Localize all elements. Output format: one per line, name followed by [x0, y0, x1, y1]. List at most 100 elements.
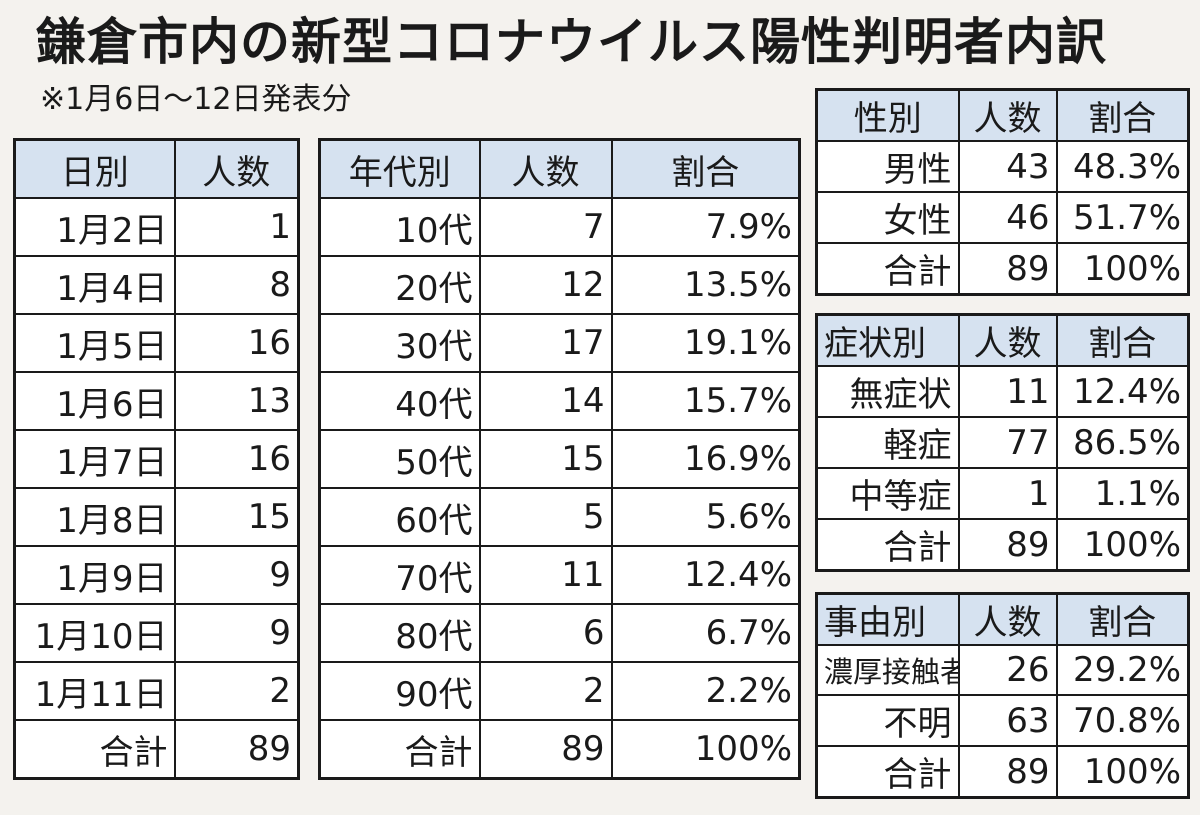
table-by-age: 年代別 人数 割合 10代 7 7.9% 20代 12 13.5% 30代 17 19.1%… — [318, 138, 801, 780]
column-header: 性別 — [815, 88, 960, 142]
ratio-cell: 6.7% — [610, 603, 801, 663]
table-by-date: 日別 人数 1月2日 1 1月4日 8 1月5日 16 1月6日 13 1月7日 16 1… — [13, 138, 300, 780]
date-cell: 1月8日 — [13, 487, 176, 547]
total-row: 合計 89 100% — [318, 719, 801, 780]
table-row: 10代 7 7.9% — [318, 197, 801, 257]
count-cell: 16 — [173, 313, 300, 373]
table-row: 女性 46 51.7% — [815, 191, 1190, 244]
total-label: 合計 — [13, 719, 176, 780]
table-row: 1月7日 16 — [13, 429, 300, 489]
ratio-cell: 5.6% — [610, 487, 801, 547]
count-cell: 43 — [957, 140, 1058, 193]
count-cell: 2 — [173, 661, 300, 721]
table-by-reason: 事由別 人数 割合 濃厚接触者 26 29.2% 不明 63 70.8% 合計 89 100… — [815, 592, 1190, 799]
count-cell: 9 — [173, 603, 300, 663]
ratio-cell: 19.1% — [610, 313, 801, 373]
total-ratio: 100% — [1055, 745, 1190, 799]
age-cell: 60代 — [318, 487, 481, 547]
table-row: 男性 43 48.3% — [815, 140, 1190, 193]
age-cell: 10代 — [318, 197, 481, 257]
ratio-cell: 29.2% — [1055, 644, 1190, 696]
table-row: 1月5日 16 — [13, 313, 300, 373]
ratio-cell: 12.4% — [1055, 365, 1190, 418]
ratio-cell: 48.3% — [1055, 140, 1190, 193]
table-header-row: 事由別 人数 割合 — [815, 592, 1190, 646]
column-header: 事由別 — [815, 592, 960, 646]
total-row: 合計 89 100% — [815, 242, 1190, 296]
date-cell: 1月4日 — [13, 255, 176, 315]
age-cell: 30代 — [318, 313, 481, 373]
table-header-row: 日別 人数 — [13, 138, 300, 199]
count-cell: 14 — [478, 371, 613, 431]
column-header: 割合 — [1055, 313, 1190, 367]
count-cell: 15 — [173, 487, 300, 547]
count-cell: 5 — [478, 487, 613, 547]
total-row: 合計 89 — [13, 719, 300, 780]
count-cell: 13 — [173, 371, 300, 431]
count-cell: 17 — [478, 313, 613, 373]
count-cell: 12 — [478, 255, 613, 315]
ratio-cell: 13.5% — [610, 255, 801, 315]
ratio-cell: 70.8% — [1055, 694, 1190, 747]
table-header-row: 性別 人数 割合 — [815, 88, 1190, 142]
table-row: 60代 5 5.6% — [318, 487, 801, 547]
total-label: 合計 — [815, 518, 960, 572]
table-row: 軽症 77 86.5% — [815, 416, 1190, 469]
date-cell: 1月7日 — [13, 429, 176, 489]
table-row: 不明 63 70.8% — [815, 694, 1190, 747]
sex-cell: 女性 — [815, 191, 960, 244]
count-cell: 2 — [478, 661, 613, 721]
table-by-sex: 性別 人数 割合 男性 43 48.3% 女性 46 51.7% 合計 89 100% — [815, 88, 1190, 296]
table-header-row: 年代別 人数 割合 — [318, 138, 801, 199]
table-row: 中等症 1 1.1% — [815, 467, 1190, 520]
age-cell: 80代 — [318, 603, 481, 663]
age-cell: 50代 — [318, 429, 481, 489]
total-count: 89 — [173, 719, 300, 780]
total-ratio: 100% — [1055, 518, 1190, 572]
date-cell: 1月9日 — [13, 545, 176, 605]
count-cell: 11 — [957, 365, 1058, 418]
ratio-cell: 12.4% — [610, 545, 801, 605]
symptom-cell: 軽症 — [815, 416, 960, 469]
column-header: 割合 — [1055, 592, 1190, 646]
column-header: 人数 — [173, 138, 300, 199]
total-label: 合計 — [815, 745, 960, 799]
table-row: 30代 17 19.1% — [318, 313, 801, 373]
age-cell: 20代 — [318, 255, 481, 315]
count-cell: 11 — [478, 545, 613, 605]
table-row: 1月10日 9 — [13, 603, 300, 663]
total-count: 89 — [478, 719, 613, 780]
column-header: 人数 — [957, 88, 1058, 142]
ratio-cell: 15.7% — [610, 371, 801, 431]
age-cell: 90代 — [318, 661, 481, 721]
ratio-cell: 51.7% — [1055, 191, 1190, 244]
date-cell: 1月10日 — [13, 603, 176, 663]
ratio-cell: 2.2% — [610, 661, 801, 721]
ratio-cell: 7.9% — [610, 197, 801, 257]
count-cell: 77 — [957, 416, 1058, 469]
date-cell: 1月5日 — [13, 313, 176, 373]
table-row: 50代 15 16.9% — [318, 429, 801, 489]
column-header: 症状別 — [815, 313, 960, 367]
ratio-cell: 1.1% — [1055, 467, 1190, 520]
column-header: 人数 — [478, 138, 613, 199]
column-header: 割合 — [610, 138, 801, 199]
total-row: 合計 89 100% — [815, 745, 1190, 799]
table-header-row: 症状別 人数 割合 — [815, 313, 1190, 367]
count-cell: 9 — [173, 545, 300, 605]
age-cell: 40代 — [318, 371, 481, 431]
reason-cell: 不明 — [815, 694, 960, 747]
table-row: 1月2日 1 — [13, 197, 300, 257]
table-row: 無症状 11 12.4% — [815, 365, 1190, 418]
count-cell: 7 — [478, 197, 613, 257]
total-count: 89 — [957, 518, 1058, 572]
column-header: 割合 — [1055, 88, 1190, 142]
count-cell: 26 — [957, 644, 1058, 696]
symptom-cell: 中等症 — [815, 467, 960, 520]
table-row: 1月6日 13 — [13, 371, 300, 431]
total-ratio: 100% — [610, 719, 801, 780]
count-cell: 63 — [957, 694, 1058, 747]
column-header: 年代別 — [318, 138, 481, 199]
ratio-cell: 16.9% — [610, 429, 801, 489]
count-cell: 16 — [173, 429, 300, 489]
